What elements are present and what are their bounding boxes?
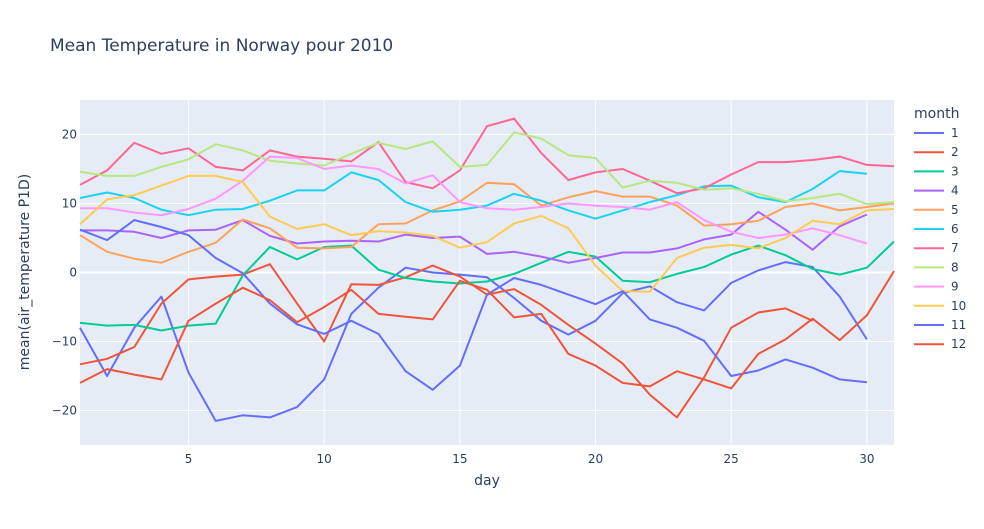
legend-item-month-1[interactable]: 1: [914, 126, 959, 140]
series-line-month-1: [79, 261, 868, 422]
x-tick-label: 10: [317, 452, 332, 466]
legend-label: 11: [951, 318, 966, 332]
series-line-month-7: [79, 117, 895, 195]
axis-ticks: 5 10 15 20 25 30 −20 −10 0 10 20: [52, 128, 875, 467]
x-tick-label: 15: [452, 452, 467, 466]
x-tick-label: 20: [588, 452, 603, 466]
legend-item-month-12[interactable]: 12: [914, 337, 966, 351]
y-tick-label: 20: [62, 128, 77, 142]
series-line-month-3: [79, 240, 895, 332]
y-axis-label: mean(air_temperature P1D): [17, 174, 33, 370]
series-line-month-2: [79, 263, 814, 419]
legend-label: 5: [951, 203, 959, 217]
series-line-month-6: [79, 170, 867, 220]
legend-label: 2: [951, 145, 959, 159]
x-tick-label: 30: [859, 452, 874, 466]
legend-item-month-2[interactable]: 2: [914, 145, 959, 159]
legend-item-month-10[interactable]: 10: [914, 299, 966, 313]
legend-item-month-5[interactable]: 5: [914, 203, 959, 217]
y-tick-label: −10: [52, 335, 77, 349]
chart-title: Mean Temperature in Norway pour 2010: [50, 36, 393, 56]
legend-label: 6: [951, 222, 959, 236]
series-line-month-5: [79, 181, 895, 264]
series-lines: [79, 117, 895, 422]
x-tick-label: 5: [185, 452, 193, 466]
x-axis-label: day: [474, 473, 500, 489]
legend-title: month: [914, 106, 959, 122]
legend-label: 3: [951, 164, 959, 178]
legend-item-month-3[interactable]: 3: [914, 164, 959, 178]
y-tick-label: −20: [52, 404, 77, 418]
series-line-month-9: [80, 155, 868, 245]
legend-item-month-8[interactable]: 8: [914, 260, 959, 274]
legend-item-month-11[interactable]: 11: [914, 318, 966, 332]
series-line-month-10: [79, 174, 895, 293]
legend-label: 10: [951, 299, 966, 313]
y-tick-label: 10: [62, 197, 77, 211]
legend-label: 8: [951, 260, 959, 274]
series-line-month-8: [79, 131, 895, 206]
grid: [80, 100, 894, 445]
legend-label: 4: [951, 184, 959, 198]
legend-label: 9: [951, 280, 959, 294]
legend-item-month-9[interactable]: 9: [914, 280, 959, 294]
series-line-month-12: [79, 270, 895, 390]
legend-label: 7: [951, 241, 959, 255]
legend-label: 12: [951, 337, 966, 351]
series-line-month-11: [79, 219, 868, 391]
y-tick-label: 0: [69, 266, 77, 280]
x-tick-label: 25: [724, 452, 739, 466]
legend-item-month-4[interactable]: 4: [914, 184, 959, 198]
legend-item-month-7[interactable]: 7: [914, 241, 959, 255]
legend-label: 1: [951, 126, 959, 140]
legend-item-month-6[interactable]: 6: [914, 222, 959, 236]
